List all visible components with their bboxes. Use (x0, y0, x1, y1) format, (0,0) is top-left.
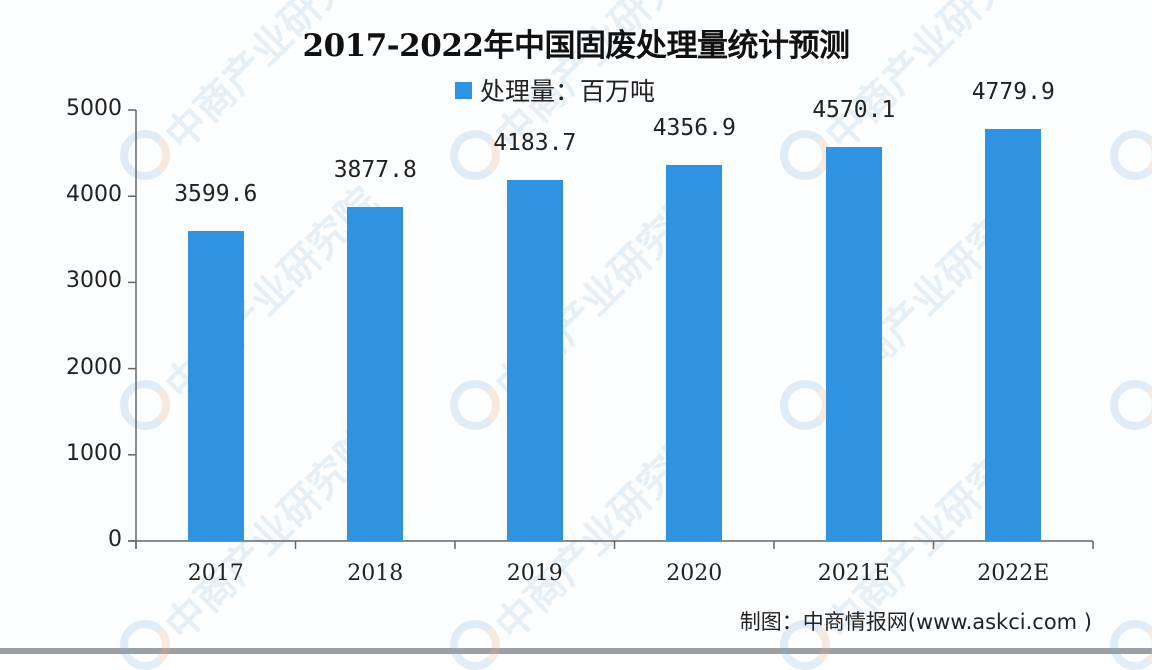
bar-value-label: 4356.9 (652, 115, 736, 142)
bar-2019 (506, 180, 563, 541)
bar-value-label: 3877.8 (333, 156, 417, 183)
bar-2022E (985, 128, 1042, 541)
bar-2021E (825, 147, 882, 541)
bar-value-label: 4779.9 (971, 78, 1055, 105)
legend-label: 处理量：百万吨 (480, 77, 656, 106)
bar-2018 (347, 206, 404, 541)
x-tick-label: 2017 (187, 561, 244, 586)
y-tick-label: 1000 (66, 440, 122, 466)
x-tick-label: 2020 (666, 561, 723, 586)
axes (128, 109, 1094, 549)
x-tick-label: 2021E (817, 561, 890, 586)
bottom-border (0, 648, 1152, 654)
y-tick-label: 4000 (66, 182, 122, 208)
legend-swatch (455, 81, 472, 99)
y-tick-label: 5000 (66, 96, 122, 121)
plot-area (128, 109, 1094, 549)
y-tick-label: 2000 (66, 354, 122, 380)
y-tick-label: 0 (108, 527, 122, 552)
y-tick-label: 3000 (66, 268, 122, 294)
x-tick-label: 2018 (347, 561, 404, 586)
chart-title: 2017-2022年中国固废处理量统计预测 (302, 28, 850, 64)
bar-2017 (187, 230, 244, 541)
x-tick-label: 2019 (506, 561, 563, 586)
bar-value-label: 4183.7 (493, 130, 577, 157)
x-tick-label: 2022E (977, 561, 1050, 586)
bar-2020 (666, 165, 723, 541)
bar-value-label: 3599.6 (174, 180, 258, 207)
bar-value-label: 4570.1 (812, 97, 896, 124)
legend: 处理量：百万吨 (455, 72, 655, 108)
source-credit: 制图：中商情报网(www.askci.com ) (739, 610, 1092, 634)
